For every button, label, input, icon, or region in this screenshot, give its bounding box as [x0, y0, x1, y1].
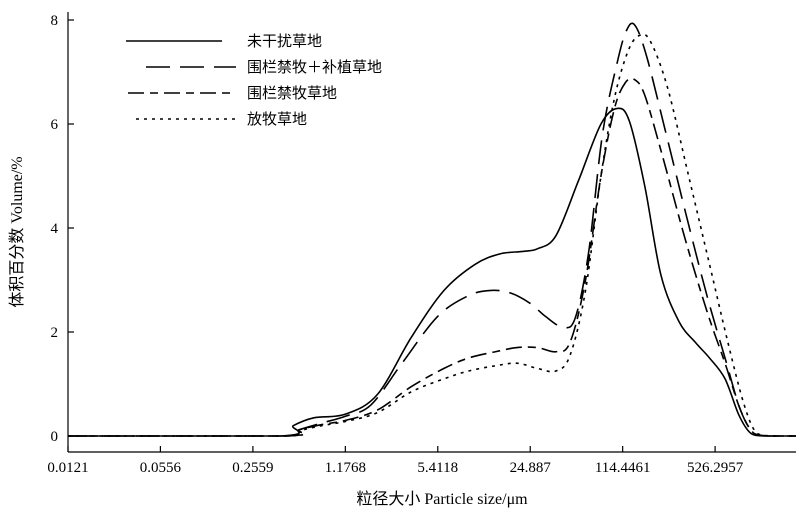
y-axis-ticks: 0 2 4 6 8	[51, 13, 74, 445]
y-axis-title: 体积百分数 Volume/%	[8, 156, 26, 307]
x-tick-label: 5.4118	[417, 460, 458, 476]
x-tick-label: 1.1768	[325, 460, 366, 476]
x-axis-title: 粒径大小 Particle size/μm	[356, 490, 528, 508]
y-tick-label: 2	[51, 325, 59, 341]
y-tick-label: 8	[51, 13, 59, 29]
y-tick-label: 0	[51, 429, 59, 445]
series-line-3	[68, 77, 796, 437]
legend-label-1: 未干扰草地	[247, 32, 322, 50]
x-tick-label: 526.2957	[687, 460, 744, 476]
y-tick-label: 6	[51, 117, 59, 133]
x-tick-label: 0.0556	[140, 460, 182, 476]
series-line-2	[68, 22, 796, 437]
series-line-4	[68, 33, 796, 437]
y-tick-label: 4	[51, 221, 59, 237]
legend-label-2: 围栏禁牧＋补植草地	[247, 58, 382, 76]
legend-label-3: 围栏禁牧草地	[247, 84, 337, 102]
x-axis-ticks: 0.0121 0.0556 0.2559 1.1768 5.4118 24.887 114.…	[47, 446, 744, 476]
x-tick-label: 24.887	[510, 460, 552, 476]
series-line-1	[68, 107, 796, 437]
x-tick-label: 0.0121	[47, 460, 88, 476]
x-tick-label: 114.4461	[595, 460, 651, 476]
series-layer	[68, 22, 796, 437]
legend-label-4: 放牧草地	[247, 110, 307, 128]
plot-area	[67, 12, 796, 453]
x-tick-label: 0.2559	[232, 460, 273, 476]
